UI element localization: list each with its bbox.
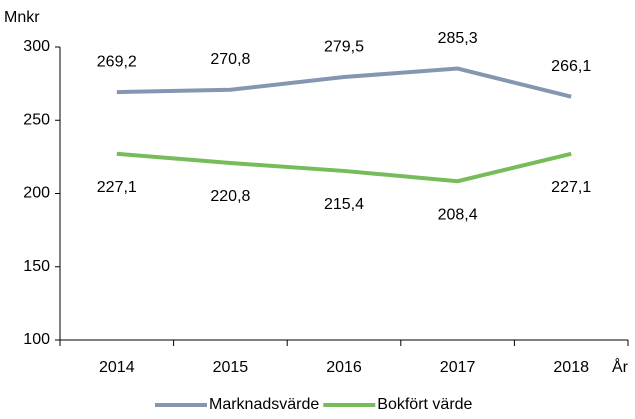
- y-tick-label: 300: [23, 38, 50, 55]
- data-label: 215,4: [324, 196, 364, 213]
- y-tick-label: 200: [23, 185, 50, 202]
- legend-label: Marknadsvärde: [209, 396, 319, 413]
- series-line: [116, 151, 572, 184]
- data-label: 269,2: [97, 53, 137, 70]
- y-tick-label: 100: [23, 331, 50, 348]
- data-label: 227,1: [97, 179, 137, 196]
- data-label: 220,8: [210, 188, 250, 205]
- y-tick-label: 250: [23, 111, 50, 128]
- data-label: 227,1: [551, 179, 591, 196]
- data-label: 285,3: [438, 30, 478, 47]
- legend-label: Bokfört värde: [377, 396, 472, 413]
- x-tick-label: 2017: [440, 359, 476, 376]
- x-tick-label: 2016: [326, 359, 362, 376]
- y-tick-label: 150: [23, 258, 50, 275]
- data-label: 208,4: [438, 206, 478, 223]
- data-label: 266,1: [551, 58, 591, 75]
- series-line: [116, 66, 572, 99]
- x-tick-label: 2015: [213, 359, 249, 376]
- x-tick-label: 2014: [99, 359, 135, 376]
- data-label: 270,8: [210, 51, 250, 68]
- data-label: 279,5: [324, 38, 364, 55]
- y-axis-label: Mnkr: [4, 9, 40, 26]
- x-axis-label: År: [612, 357, 629, 376]
- x-tick-label: 2018: [553, 359, 589, 376]
